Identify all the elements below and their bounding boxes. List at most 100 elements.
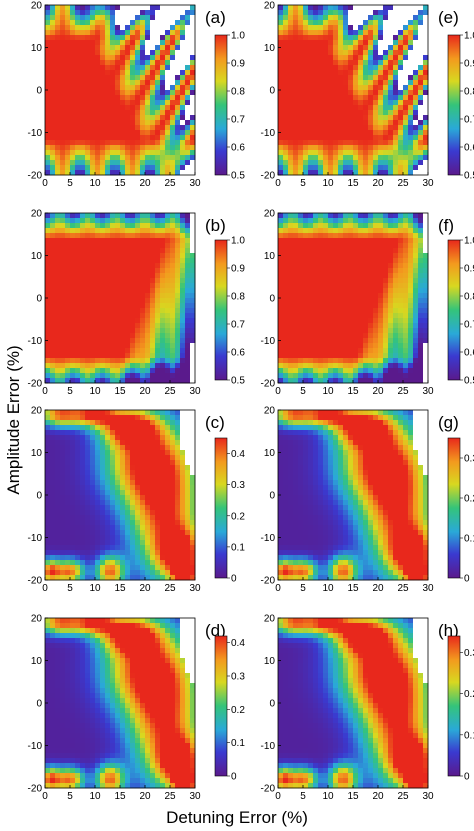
heatmap-cell [323,333,329,339]
heatmap-cell [190,283,196,289]
heatmap-cell [80,263,86,269]
heatmap-cell [95,575,101,581]
heatmap-cell [50,10,56,16]
heatmap-cell [95,440,101,446]
heatmap-cell [403,60,409,66]
heatmap-cell [75,470,81,476]
heatmap-cell [303,348,309,354]
heatmap-cell [60,110,66,116]
heatmap-cell [413,248,419,254]
heatmap-cell [105,333,111,339]
heatmap-cell [423,263,429,269]
heatmap-cell [45,80,51,86]
heatmap-cell [110,273,116,279]
heatmap-cell [165,150,171,156]
heatmap-cell [398,130,404,136]
heatmap-cell [368,353,374,359]
heatmap-cell [180,273,186,279]
heatmap-cell [358,110,364,116]
heatmap-cell [303,140,309,146]
heatmap-cell [100,515,106,521]
heatmap-cell [413,373,419,379]
heatmap-cell [145,550,151,556]
heatmap-cell [140,298,146,304]
heatmap-cell [110,540,116,546]
heatmap-cell [150,55,156,61]
heatmap-cell [348,298,354,304]
heatmap-cell [140,30,146,36]
heatmap-cell [393,283,399,289]
heatmap-cell [100,223,106,229]
heatmap-cell [105,20,111,26]
heatmap-cell [328,308,334,314]
heatmap-cell [80,253,86,259]
heatmap-cell [160,348,166,354]
heatmap-cell [45,343,51,349]
heatmap-cell [115,490,121,496]
heatmap-cell [165,40,171,46]
colorbar-tick-label: 0.9 [464,264,474,275]
heatmap-cell [105,263,111,269]
heatmap-cell [333,105,339,111]
heatmap-cell [60,65,66,71]
heatmap-cell [110,475,116,481]
heatmap-cell [283,348,289,354]
heatmap-cell [403,273,409,279]
heatmap-cell [373,165,379,171]
heatmap-cell [135,358,141,364]
heatmap-cell [60,450,66,456]
heatmap-cell [318,293,324,299]
heatmap-cell [303,105,309,111]
heatmap-cell [80,545,86,551]
heatmap-cell [120,170,126,176]
heatmap-cell [423,55,429,61]
heatmap-cell [90,95,96,101]
heatmap-cell [313,80,319,86]
heatmap-cell [75,35,81,41]
heatmap-cell [165,258,171,264]
heatmap-cell [298,283,304,289]
heatmap-cell [353,378,359,384]
heatmap-cell [333,213,339,219]
heatmap-cell [408,233,414,239]
heatmap-cell [155,268,161,274]
heatmap-cell [170,115,176,121]
heatmap-cell [150,313,156,319]
heatmap-cell [90,135,96,141]
heatmap-cell [353,358,359,364]
heatmap-cell [95,540,101,546]
heatmap-cell [70,140,76,146]
heatmap-cell [65,348,71,354]
heatmap-cell [70,135,76,141]
heatmap-cell [308,258,314,264]
heatmap-cell [348,248,354,254]
heatmap-cell [190,95,196,101]
heatmap-cell [100,510,106,516]
heatmap-cell [45,223,51,229]
heatmap-cell [353,60,359,66]
heatmap-cell [105,283,111,289]
colorbar-tick-label: 0.5 [464,376,474,387]
heatmap-cell [338,338,344,344]
heatmap-cell [298,293,304,299]
heatmap-cell [100,368,106,374]
heatmap-cell [95,283,101,289]
heatmap-cell [293,160,299,166]
heatmap-cell [135,135,141,141]
heatmap-cell [70,233,76,239]
heatmap-cell [328,170,334,176]
heatmap-cell [70,120,76,126]
heatmap-cell [333,308,339,314]
heatmap-cell [343,160,349,166]
heatmap-cell [120,545,126,551]
heatmap-cell [358,323,364,329]
heatmap-cell [135,263,141,269]
heatmap-cell [140,363,146,369]
heatmap-cell [298,115,304,121]
heatmap-cell [120,445,126,451]
heatmap-cell [293,60,299,66]
heatmap-cell [363,170,369,176]
heatmap-cell [155,130,161,136]
heatmap-cell [175,283,181,289]
heatmap-cell [413,313,419,319]
